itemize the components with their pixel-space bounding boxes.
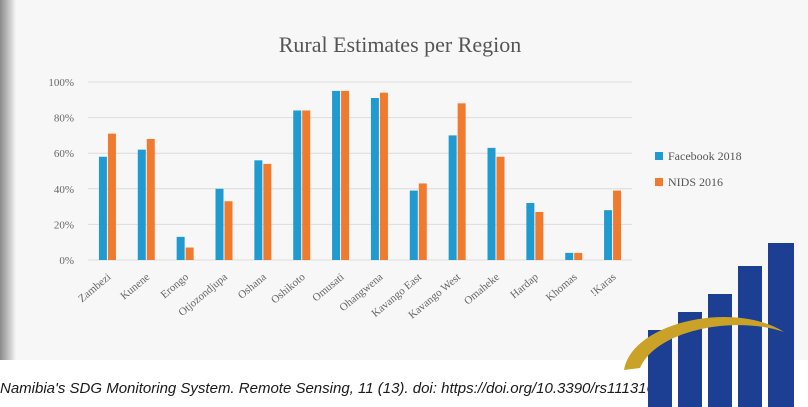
y-tick-label: 40% — [54, 184, 74, 196]
nsa-logo — [624, 243, 794, 407]
bar — [215, 188, 224, 260]
bar — [409, 190, 418, 260]
y-tick-label: 0% — [59, 255, 74, 267]
x-tick-label: Erongo — [159, 271, 192, 301]
bar — [379, 92, 388, 261]
bar — [293, 110, 302, 260]
x-tick-label: Omaheke — [462, 271, 502, 307]
bar — [302, 110, 311, 260]
bar — [370, 98, 379, 261]
bar — [176, 236, 185, 260]
x-tick-label: Omusati — [310, 271, 346, 304]
bar — [418, 183, 427, 260]
bar — [137, 149, 146, 260]
bar — [146, 138, 155, 260]
x-tick-label: Khomas — [544, 271, 580, 304]
y-axis-ticks: 0% 20% 40% 60% 80% 100% — [48, 77, 74, 267]
y-tick-label: 100% — [48, 77, 74, 89]
bars — [98, 90, 622, 261]
bar — [574, 252, 583, 260]
x-tick-label: Oshikoto — [269, 271, 308, 306]
gridlines — [88, 81, 632, 261]
bar — [341, 90, 350, 261]
bar — [487, 147, 496, 260]
x-tick-label: Zambezi — [76, 271, 113, 305]
legend-swatch — [655, 152, 663, 160]
legend-swatch — [655, 178, 663, 186]
x-tick-label: Oshana — [236, 271, 269, 301]
bar — [107, 133, 116, 260]
x-tick-label: !Karas — [588, 271, 618, 299]
legend-label: Facebook 2018 — [668, 149, 742, 163]
bar — [332, 90, 341, 261]
bar — [448, 135, 457, 260]
bar — [604, 210, 613, 260]
legend-label: NIDS 2016 — [668, 175, 723, 189]
y-tick-label: 80% — [54, 113, 74, 125]
bar — [98, 156, 107, 260]
citation-text: Namibia's SDG Monitoring System. Remote … — [0, 380, 672, 397]
bar — [263, 163, 272, 260]
x-tick-label: Hardap — [508, 271, 541, 301]
bar — [496, 156, 505, 260]
y-tick-label: 20% — [54, 219, 74, 231]
bar — [535, 211, 544, 260]
bar — [526, 203, 535, 260]
bar — [185, 247, 194, 260]
bar — [224, 201, 233, 260]
bar — [254, 160, 263, 260]
y-tick-label: 60% — [54, 148, 74, 160]
x-tick-label: Kunene — [118, 271, 152, 302]
legend: Facebook 2018 NIDS 2016 — [655, 149, 742, 189]
chart-title: Rural Estimates per Region — [279, 32, 522, 57]
slide-edge-shadow — [0, 0, 16, 360]
chart: Rural Estimates per Region 0% 20% 40% 60% 80… — [48, 32, 742, 322]
bar — [565, 252, 574, 260]
bar — [613, 190, 622, 260]
bar — [457, 103, 466, 260]
